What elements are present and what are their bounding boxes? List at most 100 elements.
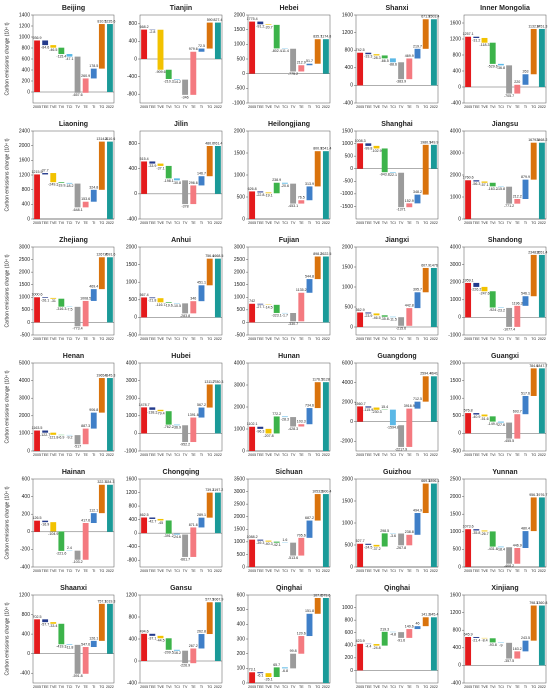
- bar: [42, 520, 49, 523]
- x-tick-label: TCI: [390, 569, 396, 573]
- panel-title: Beijing: [62, 5, 85, 12]
- x-tick-label: TE: [83, 453, 88, 457]
- x-tick-label: TE: [515, 105, 520, 109]
- bar: [314, 256, 321, 280]
- bar: [206, 145, 213, 177]
- bar: [365, 312, 372, 314]
- value-label: -775.2: [288, 72, 298, 76]
- x-tick-label: TE: [191, 453, 196, 457]
- y-tick-label: 200: [22, 78, 31, 84]
- bar: [506, 547, 513, 564]
- panel: Guangdong -2000 0 2000 4000 6000 1560.7 2005 -11…: [340, 353, 439, 457]
- value-label: 579.6: [321, 593, 330, 597]
- y-tick-label: 400: [129, 39, 138, 45]
- x-tick-label: TCI: [174, 453, 180, 457]
- value-label: 1478.7: [139, 403, 150, 407]
- value-label: 577.5: [205, 598, 214, 602]
- bar: [141, 29, 148, 59]
- value-label: 65.7: [273, 663, 280, 667]
- bar: [182, 79, 189, 95]
- value-label: 238.8: [405, 530, 414, 534]
- bar: [107, 257, 113, 323]
- x-tick-label: TI: [92, 337, 95, 341]
- value-label: 3916.9: [404, 404, 415, 408]
- x-tick-label: 2022: [214, 569, 222, 573]
- x-tick-label: 2022: [538, 105, 546, 109]
- value-label: -27.6: [497, 423, 505, 427]
- bar: [481, 181, 488, 183]
- y-tick-label: 0: [134, 530, 137, 536]
- bar: [34, 520, 40, 532]
- value-label: 845.4: [429, 613, 438, 617]
- y-tick-label: 3000: [126, 378, 137, 384]
- y-tick-label: 1500: [234, 27, 245, 33]
- value-label: -648.1: [72, 208, 82, 212]
- bar: [273, 24, 280, 49]
- bar: [74, 550, 81, 560]
- value-label: 590: [207, 18, 213, 22]
- y-tick-label: 400: [22, 494, 31, 500]
- panel: Shandong -1000 0 1000 2000 3000 4000 1959.1 2005…: [448, 237, 547, 341]
- panel: Jiangxi 0 500 1000 1500 2000 362.9 2005 -23.9 TEE…: [342, 237, 439, 341]
- value-label: 1503.4: [428, 15, 439, 19]
- bar: [165, 411, 172, 425]
- y-tick-label: 2000: [342, 244, 353, 250]
- bar: [141, 297, 148, 318]
- bar: [414, 48, 421, 59]
- bar: [322, 382, 329, 451]
- y-tick-label: 800: [345, 48, 354, 54]
- x-tick-label: TCI: [498, 221, 504, 225]
- y-tick-label: 500: [345, 542, 354, 548]
- value-label: -96.3: [256, 429, 264, 433]
- x-tick-label: 2005: [356, 685, 364, 689]
- panel: Jilin -400 0 400 800 515.4 2005 -33.9 TEE -37.1 TV…: [127, 121, 222, 225]
- x-tick-label: 2005: [140, 105, 148, 109]
- value-label: 1896.1: [428, 479, 439, 483]
- y-tick-label: 0: [458, 564, 461, 570]
- x-tick-label: TG: [99, 337, 104, 341]
- bar: [322, 39, 329, 74]
- x-tick-label: TVI: [382, 337, 388, 341]
- bar: [198, 517, 205, 528]
- y-tick-label: 2000: [126, 244, 137, 250]
- y-tick-label: 1000: [126, 280, 137, 286]
- value-label: 151.8: [305, 609, 314, 613]
- value-label: -209.5: [164, 650, 174, 654]
- x-tick-label: TI: [308, 221, 311, 225]
- x-tick-label: TEE: [257, 337, 265, 341]
- bar: [314, 151, 321, 187]
- bar: [430, 483, 437, 567]
- y-tick-label: 400: [453, 645, 462, 651]
- x-tick-label: TG: [423, 105, 428, 109]
- x-tick-label: TCI: [67, 453, 73, 457]
- value-label: -22.8: [256, 193, 264, 197]
- value-label: 267.2: [189, 644, 198, 648]
- x-tick-label: TI: [524, 105, 527, 109]
- value-label: 141.2: [421, 613, 430, 617]
- bar: [206, 492, 213, 518]
- value-label: 480.4: [521, 527, 530, 531]
- value-label: 238.9: [272, 178, 281, 182]
- value-label: -513.6: [288, 556, 298, 560]
- bar: [389, 58, 396, 63]
- x-tick-label: TEE: [42, 221, 50, 225]
- x-tick-label: TI: [524, 337, 527, 341]
- bar: [538, 142, 545, 219]
- bar: [481, 286, 488, 292]
- value-label: 219.3: [380, 627, 389, 631]
- value-label: -1077.4: [503, 327, 515, 331]
- value-label: -4.8: [390, 633, 396, 637]
- x-tick-label: TVI: [490, 685, 496, 689]
- value-label: -24.8: [372, 646, 380, 650]
- x-tick-label: TG: [315, 221, 320, 225]
- value-label: 469.4: [89, 285, 98, 289]
- y-tick-label: 1000: [342, 520, 353, 526]
- value-label: 1000.6: [32, 293, 43, 297]
- x-tick-label: 2005: [140, 337, 148, 341]
- y-tick-label: 1200: [126, 592, 137, 598]
- bar: [530, 28, 537, 75]
- y-tick-label: 1500: [234, 150, 245, 156]
- value-label: -657.6: [72, 93, 82, 97]
- bar: [398, 425, 405, 447]
- plot-frame: [247, 246, 331, 336]
